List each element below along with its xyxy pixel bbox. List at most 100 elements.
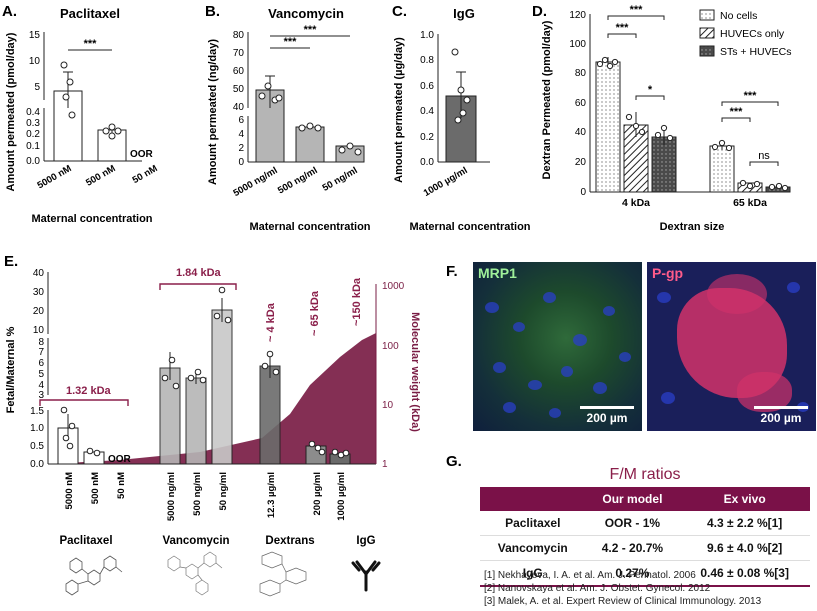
panel-d: D. Dextran Permeated (pmol/day) 120 100 … (532, 3, 791, 233)
panel-c-ytick: 0.0 (420, 157, 434, 168)
legend-swatch (700, 28, 714, 38)
data-point (109, 124, 115, 130)
data-point (747, 183, 752, 188)
panel-e-ytick: 6 (38, 358, 44, 369)
panel-e: E. Fetal/Maternal % 40 30 20 10 8 7 6 5 … (4, 253, 421, 596)
data-point (109, 133, 115, 139)
mrp1-label: MRP1 (478, 265, 517, 281)
table-header: Ex vivo (679, 487, 810, 511)
panel-a-ytick: 0.1 (26, 141, 40, 152)
data-point (61, 62, 67, 68)
panel-b-ytick: 40 (233, 102, 245, 113)
panel-e-ylabel: Fetal/Maternal % (5, 326, 17, 413)
table-cell: Vancomycin (480, 536, 586, 561)
panel-d-ytick: 100 (569, 39, 586, 50)
data-point (173, 383, 179, 389)
panel-c-ylabel: Amount permeated (µg/day) (393, 37, 405, 183)
panel-e-ytick: 7 (38, 347, 44, 358)
data-point (319, 449, 325, 455)
xtick: 50 nM (116, 472, 127, 499)
group-label: Dextrans (265, 535, 314, 547)
panel-e-ytick: 1.5 (30, 406, 44, 417)
data-point (460, 110, 466, 116)
data-point (67, 443, 73, 449)
table-cell: 9.6 ± 4.0 %[2] (679, 536, 810, 561)
data-point (661, 125, 666, 130)
xtick: 500 ng/ml (192, 472, 203, 516)
data-point (626, 114, 631, 119)
vancomycin-structure-icon (168, 552, 222, 595)
xtick: 1000 µg/ml (422, 165, 470, 199)
data-point (69, 112, 75, 118)
data-point (740, 180, 745, 185)
pgp-label: P-gp (652, 265, 683, 281)
annotation: ~150 kDa (351, 277, 363, 326)
panel-c: C. IgG Amount permeated (µg/day) 1.0 0.8… (392, 3, 531, 233)
panel-e-ytick: 10 (33, 325, 45, 336)
panel-c-xlabel: Maternal concentration (409, 221, 530, 233)
sig-bracket (636, 96, 664, 100)
annotation: ~ 4 kDa (265, 302, 277, 342)
annotation: 1.32 kDa (66, 385, 112, 397)
annotation: 1.84 kDa (176, 267, 222, 279)
paclitaxel-structure-icon (66, 556, 122, 595)
panel-e-ytick: 30 (33, 287, 45, 298)
data-point (332, 449, 338, 455)
panel-a-letter: A. (2, 3, 17, 20)
sig-bracket (608, 34, 636, 38)
panel-e-ytick: 1.0 (30, 423, 44, 434)
data-point (94, 450, 100, 456)
data-point (103, 128, 109, 134)
panel-b-ytick: 70 (233, 48, 245, 59)
panel-b-ytick: 60 (233, 66, 245, 77)
panel-d-legend: No cells HUVECs only STs + HUVECs (700, 10, 791, 58)
panel-a-ytick: 0.0 (26, 156, 40, 167)
data-point (225, 317, 231, 323)
panel-d-letter: D. (532, 3, 547, 20)
bar-no-cells-4kda (596, 62, 620, 192)
panel-e-ytick: 5 (38, 369, 44, 380)
panel-a: A. Paclitaxel Amount permeated (pmol/day… (2, 3, 160, 225)
data-point (265, 83, 271, 89)
data-point (343, 450, 349, 456)
panel-b-ytick: 2 (238, 143, 244, 154)
panel-a-ytick: 0.4 (26, 107, 40, 118)
panel-a-ytick: 0.3 (26, 118, 40, 129)
sig-label: *** (730, 106, 744, 118)
panel-b-title: Vancomycin (268, 6, 344, 21)
panel-b-ytick: 6 (238, 115, 244, 126)
data-point (63, 94, 69, 100)
legend-label: HUVECs only (720, 28, 785, 40)
panel-f-letter: F. (446, 263, 458, 280)
data-point (726, 145, 731, 150)
panel-a-xlabel: Maternal concentration (31, 213, 152, 225)
table-header-row: Our model Ex vivo (480, 487, 810, 511)
data-point (169, 357, 175, 363)
panel-a-ytick: 5 (34, 82, 40, 93)
data-point (602, 57, 607, 62)
legend-label: No cells (720, 10, 757, 22)
panel-b-letter: B. (205, 3, 220, 20)
data-point (633, 123, 638, 128)
panel-c-ytick: 1.0 (420, 30, 434, 41)
panel-d-ytick: 20 (575, 157, 587, 168)
data-point (597, 61, 602, 66)
panel-e-ytick: 40 (33, 268, 45, 279)
panel-d-xlabel: Dextran size (660, 221, 725, 233)
panel-c-letter: C. (392, 3, 407, 20)
sig-label: *** (304, 24, 318, 36)
panel-e-oor: OOR (108, 454, 132, 465)
data-point (273, 369, 279, 375)
sig-label: ns (758, 150, 770, 162)
data-point (115, 128, 121, 134)
legend-label: STs + HUVECs (720, 46, 791, 58)
sig-bracket (722, 118, 750, 122)
xtick: 50 nM (131, 163, 160, 186)
scale-bar-label: 200 µm (587, 411, 628, 425)
bar-e-dextran-4kda (260, 366, 280, 464)
data-point (259, 93, 265, 99)
data-point (276, 95, 282, 101)
legend-swatch (700, 46, 714, 56)
table-cell: OOR - 1% (586, 511, 680, 536)
panel-d-ytick: 40 (575, 127, 587, 138)
